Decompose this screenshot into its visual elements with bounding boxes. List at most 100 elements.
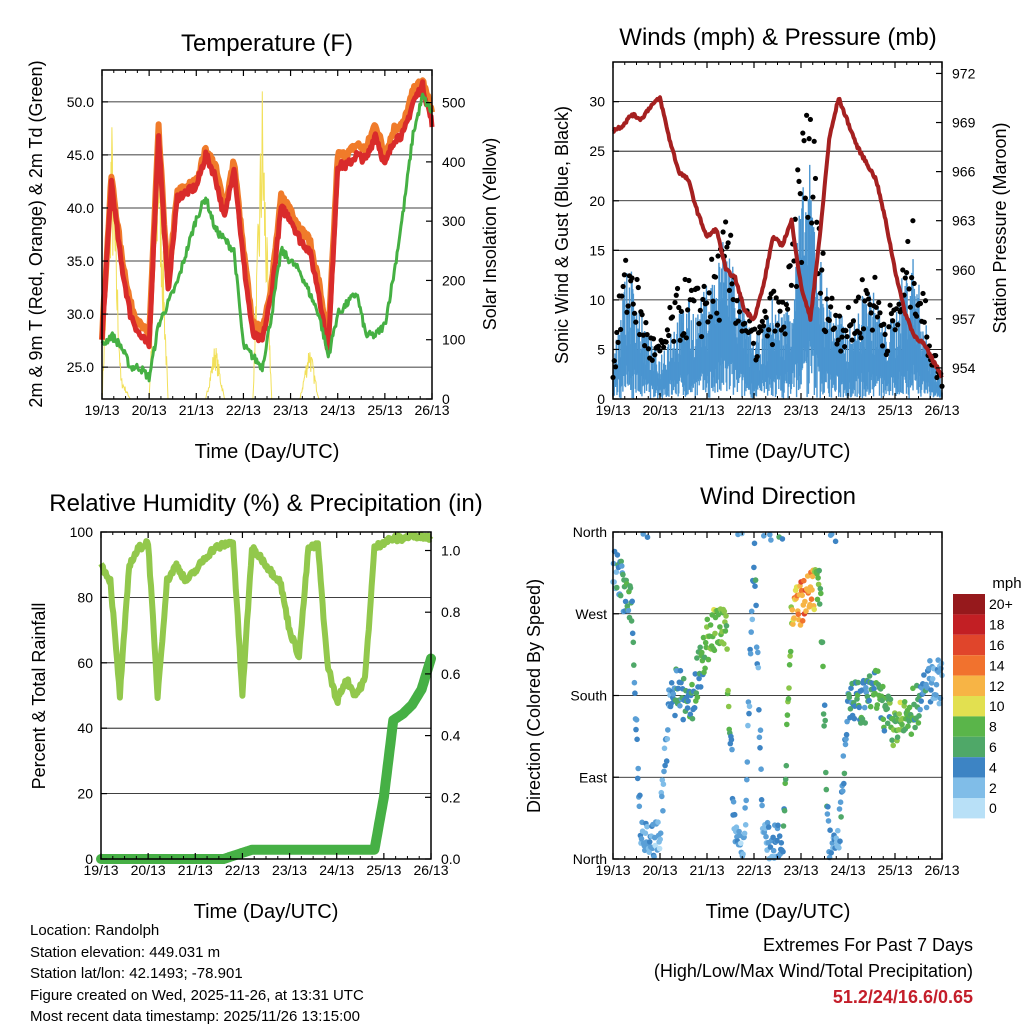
direction-point [620, 571, 626, 578]
direction-point [782, 776, 789, 783]
direction-point [697, 644, 703, 651]
direction-point [675, 685, 682, 692]
gust-point [710, 298, 716, 304]
x-tick-label: 21/13 [178, 862, 213, 878]
direction-point [700, 634, 707, 641]
gust-point [872, 274, 878, 280]
direction-point [635, 765, 641, 772]
direction-point [923, 704, 930, 711]
direction-point [689, 681, 695, 688]
gust-point [920, 290, 926, 297]
direction-point [843, 731, 850, 738]
gust-point [725, 240, 731, 246]
x-tick-label: 19/13 [83, 862, 118, 878]
direction-point [757, 745, 763, 751]
temperature-xlabel: Time (Day/UTC) [195, 441, 340, 463]
direction-point [767, 844, 774, 850]
y2-tick-label: 960 [952, 262, 976, 278]
humidity-series [96, 532, 436, 864]
direction-point [801, 577, 807, 584]
direction-point [784, 721, 790, 728]
gust-point [788, 282, 795, 288]
direction-point [836, 806, 843, 812]
direction-point [912, 724, 918, 731]
x-tick-label: 24/13 [320, 402, 355, 418]
gust-point [734, 298, 740, 304]
direction-point [731, 811, 738, 818]
gust-point [767, 295, 773, 301]
direction-point [721, 608, 728, 615]
direction-point [691, 705, 698, 711]
y-tick-label: 30 [589, 94, 605, 110]
direction-ylabel: Direction (Colored By Speed) [524, 579, 544, 813]
direction-point [687, 711, 694, 718]
gust-point [841, 343, 848, 350]
x-tick-label: 19/13 [595, 402, 630, 418]
gust-point [844, 333, 850, 340]
direction-point [660, 808, 666, 814]
gust-point [831, 325, 838, 331]
direction-point [767, 531, 773, 538]
gust-point [760, 323, 767, 329]
gust-point [810, 194, 816, 200]
gust-point [691, 298, 697, 304]
y-tick-label: 10 [589, 292, 605, 308]
gust-point [669, 314, 676, 320]
gust-point [917, 300, 924, 307]
direction-point [928, 687, 934, 693]
gust-point [817, 290, 824, 296]
wind-direction-chart: Wind Direction North East South West North 1… [524, 483, 1022, 923]
direction-point [803, 608, 809, 614]
legend-swatch [953, 736, 985, 758]
gust-point [645, 346, 652, 352]
gust-point [649, 357, 655, 363]
direction-point [795, 611, 802, 618]
gust-point [806, 136, 812, 142]
gust-point [619, 293, 625, 299]
gust-point [726, 287, 733, 293]
direction-point [659, 793, 665, 800]
gust-point [677, 337, 683, 343]
gust-point [886, 324, 892, 330]
temperature-chart: Temperature (F) 25.0 30.0 35.0 40.0 45.0 50.0… [26, 30, 500, 463]
direction-point [761, 533, 767, 539]
direction-point [901, 699, 908, 705]
direction-point [787, 648, 794, 655]
gust-point [907, 304, 913, 310]
gust-point [695, 285, 701, 291]
x-tick-label: 23/13 [783, 862, 818, 878]
direction-point [881, 728, 888, 734]
direction-point [631, 679, 638, 686]
legend-swatch [953, 777, 985, 798]
direction-point [646, 849, 652, 855]
direction-point [697, 684, 704, 690]
gust-point [772, 328, 778, 334]
direction-point [828, 850, 834, 856]
gust-point [874, 314, 881, 320]
direction-point [787, 653, 793, 659]
direction-point [751, 540, 758, 547]
gust-point [723, 219, 729, 225]
gust-point [822, 328, 829, 335]
total-precip-line [96, 653, 436, 864]
x-tick-label: 20/13 [642, 862, 677, 878]
x-tick-label: 25/13 [366, 862, 401, 878]
gust-point [873, 304, 879, 310]
gust-point [903, 269, 910, 276]
direction-point [745, 722, 751, 729]
direction-point [677, 667, 684, 674]
direction-point [746, 703, 753, 710]
gust-point [676, 304, 682, 311]
humidity-y-ticks: 0 20 40 60 80 100 [70, 524, 107, 867]
temperature-y2-ticks: 0 100 200 300 400 500 [426, 95, 466, 407]
gust-point [666, 332, 672, 339]
direction-point [916, 713, 922, 719]
direction-point [755, 649, 761, 656]
y-tick-label: 25 [589, 143, 605, 159]
direction-y-ticks: North East South West North [570, 524, 619, 867]
direction-point [694, 694, 701, 701]
gust-point [839, 334, 845, 340]
direction-point [901, 703, 907, 709]
direction-point [665, 727, 671, 733]
y2-tick-label: 963 [952, 213, 976, 229]
